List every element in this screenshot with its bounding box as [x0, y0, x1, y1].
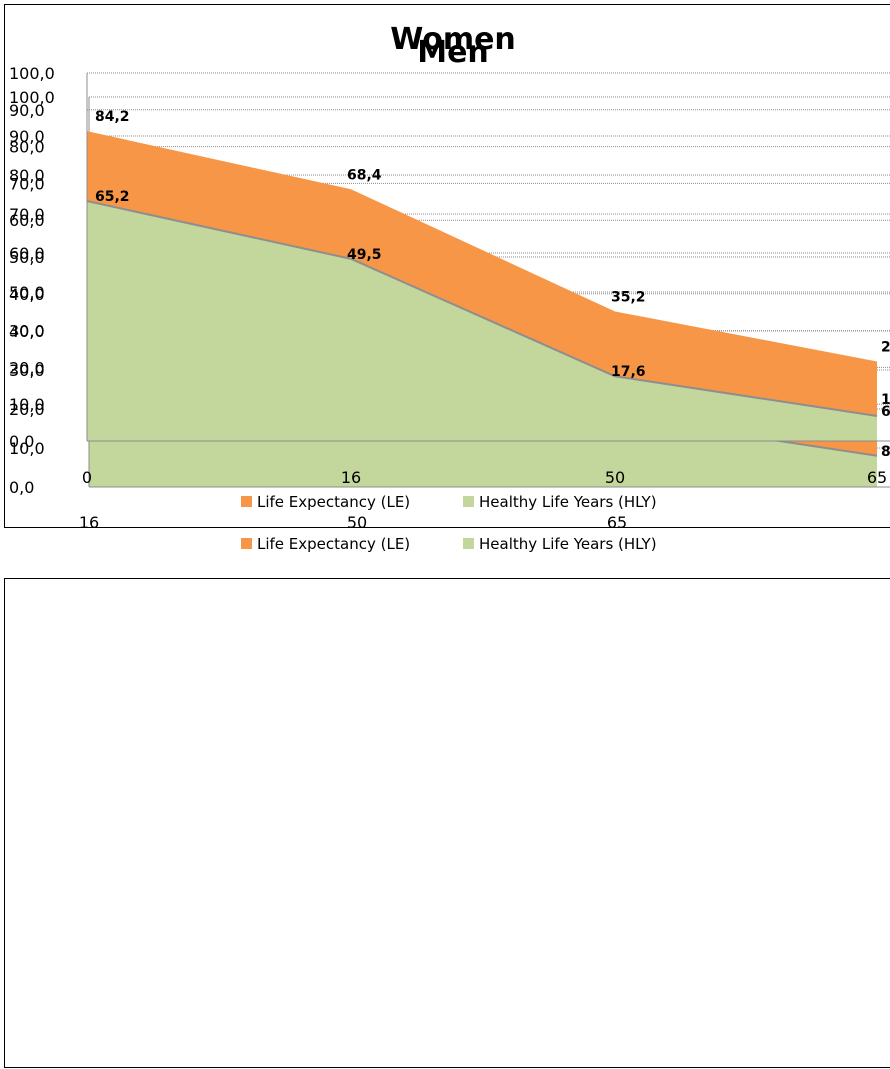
women-data-label-healthy-life-years-hly: 17,6 — [611, 364, 646, 380]
men-ytick-label: 50,0 — [9, 283, 45, 302]
women-ytick-label: 60,0 — [9, 211, 45, 230]
women-data-label-life-expectancy-le: 21,6 — [881, 340, 890, 356]
men-xtick-label: 50 — [347, 513, 367, 532]
women-data-label-healthy-life-years-hly: 6,8 — [881, 404, 890, 420]
women-data-label-life-expectancy-le: 68,4 — [347, 167, 382, 183]
men-ytick-label: 20,0 — [9, 400, 45, 419]
women-data-label-life-expectancy-le: 84,2 — [95, 109, 130, 125]
women-ytick-label: 90,0 — [9, 101, 45, 120]
men-ytick-label: 60,0 — [9, 244, 45, 263]
men-ytick-label: 40,0 — [9, 322, 45, 341]
men-ytick-label: 10,0 — [9, 439, 45, 458]
men-ytick-label: 30,0 — [9, 361, 45, 380]
men-ytick-label: 90,0 — [9, 127, 45, 146]
women-ytick-label: 40,0 — [9, 285, 45, 304]
men-ytick-label: 80,0 — [9, 166, 45, 185]
women-ytick-label: 50,0 — [9, 248, 45, 267]
chart-women-svg: Women100,090,080,070,060,050,040,030,020… — [9, 22, 890, 511]
men-legend-label-hly: Healthy Life Years (HLY) — [479, 535, 657, 553]
women-xtick-label: 65 — [867, 468, 887, 487]
women-xtick-label: 16 — [341, 468, 361, 487]
chart-women: Women 100,0 90,0 80,0 70,0 60,0 50,0 40,0 30,0 20… — [4, 22, 890, 1068]
women-ytick-label: 100,0 — [9, 64, 55, 83]
women-ytick-label: 80,0 — [9, 138, 45, 157]
women-legend-label-le: Life Expectancy (LE) — [257, 493, 410, 511]
women-data-label-healthy-life-years-hly: 49,5 — [347, 247, 382, 263]
women-data-label-life-expectancy-le: 35,2 — [611, 289, 646, 305]
women-ytick-label: 30,0 — [9, 322, 45, 341]
men-ytick-label: 0,0 — [9, 478, 34, 497]
men-legend-swatch-le — [241, 538, 252, 549]
women-ytick-label: 0,0 — [9, 432, 34, 451]
men-xtick-label: 65 — [607, 513, 627, 532]
women-xtick-label: 50 — [605, 468, 625, 487]
men-legend-swatch-hly — [463, 538, 474, 549]
women-legend-swatch-le — [241, 496, 252, 507]
women-legend-label-hly: Healthy Life Years (HLY) — [479, 493, 657, 511]
men-ytick-label: 70,0 — [9, 205, 45, 224]
women-legend-swatch-hly — [463, 496, 474, 507]
women-data-label-healthy-life-years-hly: 65,2 — [95, 189, 130, 205]
men-legend-label-le: Life Expectancy (LE) — [257, 535, 410, 553]
women-title: Women — [390, 22, 516, 57]
women-area-healthy-life-years-hly — [87, 201, 877, 441]
women-xtick-label: 0 — [82, 468, 92, 487]
women-ytick-label: 70,0 — [9, 174, 45, 193]
women-line-healthy-life-years-hly — [86, 200, 878, 417]
men-data-label-healthy-life-years-hly: 8,0 — [881, 444, 890, 460]
women-ytick-label: 20,0 — [9, 358, 45, 377]
men-title: Men — [417, 35, 489, 70]
women-ytick-label: 10,0 — [9, 395, 45, 414]
men-data-label-life-expectancy-le: 18,7 — [881, 392, 890, 408]
men-xtick-label: 16 — [79, 513, 99, 532]
men-ytick-label: 100,0 — [9, 88, 55, 107]
